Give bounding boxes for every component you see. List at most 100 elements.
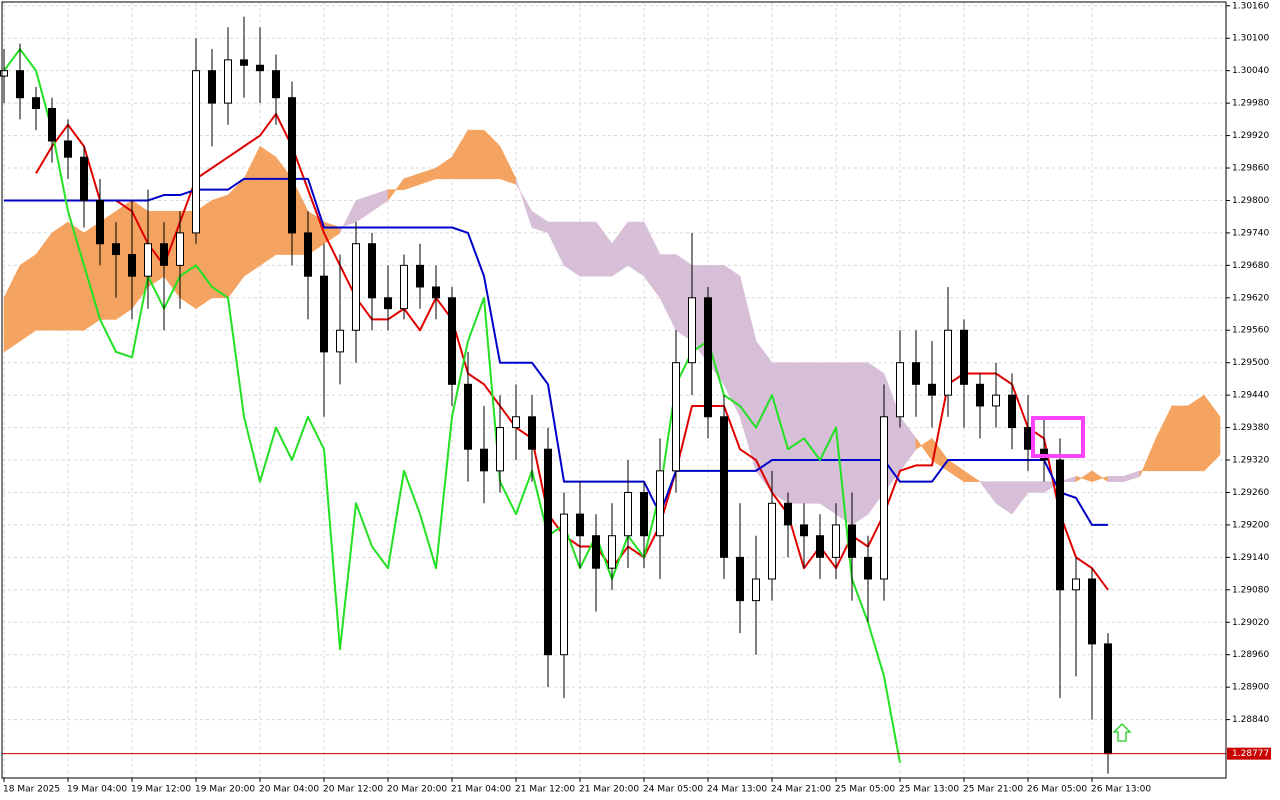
candle-body (688, 297, 696, 364)
candle-body (672, 362, 680, 472)
x-tick-label: 19 Mar 20:00 (195, 785, 255, 795)
candle-body (16, 70, 24, 99)
cloud-segment (1171, 405, 1189, 472)
candle-body (160, 243, 168, 266)
x-tick-label: 26 Mar 05:00 (1027, 785, 1087, 795)
x-tick-label: 20 Mar 12:00 (323, 785, 383, 795)
candle-body (304, 232, 312, 277)
cloud-segment (1107, 475, 1125, 482)
x-tick-label: 24 Mar 13:00 (707, 785, 767, 795)
y-tick-label: 1.29140 (1232, 553, 1269, 563)
candle-body (560, 513, 568, 656)
x-tick-label: 19 Mar 12:00 (131, 785, 191, 795)
candle-body (896, 362, 904, 418)
y-tick-label: 1.29560 (1232, 326, 1269, 336)
x-tick-label: 19 Mar 04:00 (67, 785, 127, 795)
x-tick-label: 24 Mar 05:00 (643, 785, 703, 795)
y-tick-label: 1.29800 (1232, 196, 1269, 206)
y-tick-label: 1.30040 (1232, 66, 1269, 76)
x-tick-label: 20 Mar 20:00 (387, 785, 447, 795)
x-tick-label: 21 Mar 04:00 (451, 785, 511, 795)
y-tick-label: 1.29500 (1232, 358, 1269, 368)
y-tick-label: 1.29920 (1232, 131, 1269, 141)
candle-body (496, 427, 504, 472)
candle-body (1056, 459, 1064, 591)
cloud-segment (259, 145, 277, 266)
candle-body (240, 59, 248, 66)
candle-body (944, 329, 952, 396)
y-tick-label: 1.29680 (1232, 261, 1269, 271)
candle-body (592, 535, 600, 569)
candle-body (64, 140, 72, 158)
highlight-box (1031, 416, 1085, 458)
candle-body (432, 286, 440, 299)
indicator-line (3, 48, 901, 764)
candle-body (720, 416, 728, 558)
y-tick-label: 1.29620 (1232, 293, 1269, 303)
candle-body (1072, 578, 1080, 591)
candle-body (768, 502, 776, 580)
x-tick-label: 18 Mar 2025 (3, 785, 60, 795)
candle-body (0, 70, 8, 77)
cloud-segment (579, 221, 597, 277)
y-tick-label: 1.29200 (1232, 520, 1269, 530)
cloud-segment (1203, 394, 1221, 472)
x-tick-label: 25 Mar 13:00 (899, 785, 959, 795)
cloud-segment (51, 221, 69, 331)
candle-body (832, 524, 840, 558)
candle-body (512, 416, 520, 429)
candle-body (176, 232, 184, 266)
price-label-box (1227, 747, 1271, 760)
x-tick-label: 20 Mar 04:00 (259, 785, 319, 795)
y-tick-label: 1.28960 (1232, 650, 1269, 660)
cloud-layer (3, 129, 1221, 526)
x-tick-label: 21 Mar 20:00 (579, 785, 639, 795)
candle-body (528, 416, 536, 450)
indicator-line (4, 177, 1108, 526)
x-tick-label: 24 Mar 21:00 (771, 785, 831, 795)
y-tick-label: 1.29080 (1232, 585, 1269, 595)
x-tick-label: 25 Mar 21:00 (963, 785, 1023, 795)
candle-body (96, 199, 104, 245)
cloud-segment (211, 194, 229, 299)
x-tick-label: 21 Mar 12:00 (515, 785, 575, 795)
candle-body (128, 254, 136, 277)
plot-frame (1, 1, 1227, 779)
buy-arrow (1112, 723, 1132, 742)
cloud-segment (819, 362, 837, 515)
candle-body (112, 243, 120, 256)
candle-body (576, 513, 584, 537)
candle-body (992, 394, 1000, 407)
candle-body (928, 383, 936, 396)
candle-body (448, 297, 456, 385)
cloud-segment (803, 362, 821, 504)
cloud-segment (19, 253, 37, 342)
candle-body (544, 448, 552, 656)
x-tick-label: 25 Mar 05:00 (835, 785, 895, 795)
cloud-segment (1187, 394, 1205, 472)
cloud-segment (787, 362, 805, 504)
candle-body (624, 491, 632, 537)
candle-body (288, 97, 296, 234)
y-tick-label: 1.28900 (1232, 683, 1269, 693)
candle-body (192, 70, 200, 234)
candle-body (272, 70, 280, 99)
candle-body (320, 275, 328, 353)
candle-body (32, 97, 40, 110)
candle-body (416, 264, 424, 288)
candle-body (848, 524, 856, 558)
x-tick-label: 26 Mar 13:00 (1091, 785, 1151, 795)
y-tick-label: 1.29980 (1232, 99, 1269, 109)
y-tick-label: 1.29860 (1232, 164, 1269, 174)
candle-body (464, 383, 472, 450)
y-tick-label: 1.30160 (1232, 1, 1269, 11)
line-layer (3, 48, 1109, 764)
y-tick-label: 1.28840 (1232, 715, 1269, 725)
y-tick-label: 1.29380 (1232, 423, 1269, 433)
y-tick-label: 1.29320 (1232, 456, 1269, 466)
candle-body (816, 535, 824, 558)
candle-body (368, 243, 376, 299)
